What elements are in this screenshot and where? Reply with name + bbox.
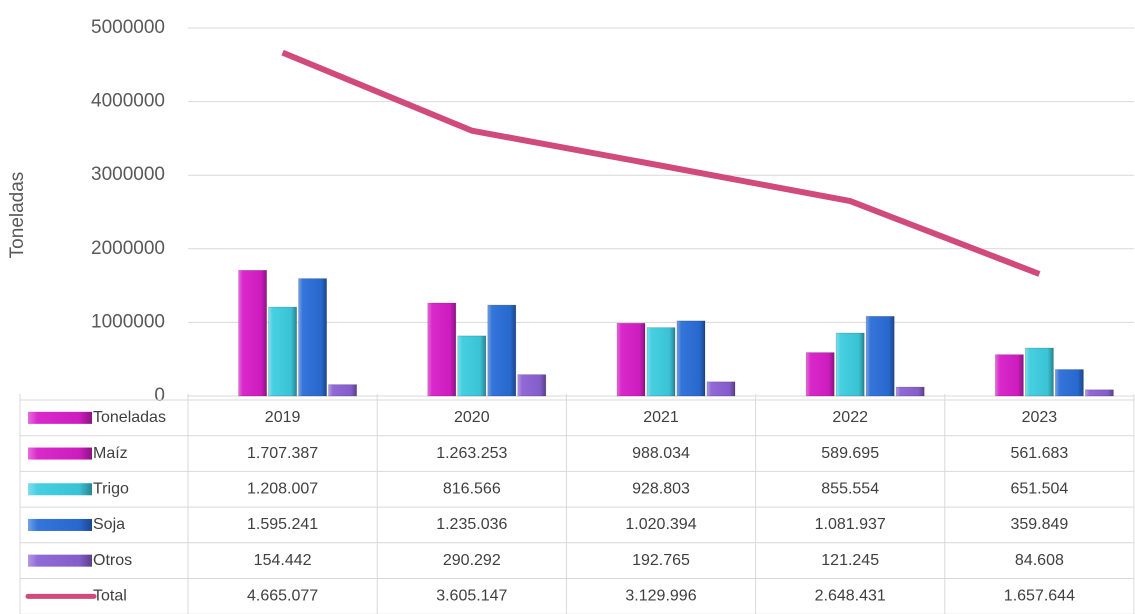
legend-label: Maíz [93, 445, 128, 462]
table-value: 1.707.387 [247, 445, 318, 462]
bar-shade [328, 384, 358, 397]
bar-shade [676, 320, 706, 397]
x-tick-label: 2023 [1022, 409, 1058, 426]
table-value: 192.765 [632, 552, 690, 569]
bar-shade [1085, 389, 1114, 397]
bar-shade [706, 381, 736, 397]
y-tick-label: 0 [154, 385, 165, 406]
bar-shade [298, 278, 328, 397]
x-tick-label: 2019 [265, 409, 301, 426]
bar-shade [517, 374, 547, 397]
x-tick-label: 2021 [643, 409, 679, 426]
bar-shade [268, 306, 298, 397]
table-value: 589.695 [821, 445, 879, 462]
table-value: 1.657.644 [1004, 588, 1075, 605]
table-value: 84.608 [1015, 552, 1064, 569]
bar-shade [487, 304, 517, 397]
table-value: 1.595.241 [247, 516, 318, 533]
y-tick-label: 3000000 [91, 164, 165, 185]
legend-label: Otros [93, 552, 132, 569]
bar-shade [616, 322, 646, 397]
bar-shade [895, 386, 925, 397]
table-value: 3.129.996 [625, 588, 696, 605]
table-value: 359.849 [1010, 516, 1068, 533]
y-tick-label: 2000000 [91, 238, 165, 259]
bar-shade [805, 352, 835, 397]
table-value: 855.554 [821, 480, 879, 497]
bar-shade [1025, 347, 1054, 397]
x-tick-label: 2022 [832, 409, 868, 426]
legend-label: Trigo [93, 480, 129, 497]
table-value: 3.605.147 [436, 588, 507, 605]
y-tick-label: 1000000 [91, 311, 165, 332]
table-value: 4.665.077 [247, 588, 318, 605]
table-value: 121.245 [821, 552, 879, 569]
legend-swatch-shade [28, 447, 92, 460]
table-value: 2.648.431 [815, 588, 886, 605]
bar-shade [427, 302, 457, 397]
table-value: 561.683 [1010, 445, 1068, 462]
y-axis-label: Toneladas [7, 172, 28, 259]
table-value: 928.803 [632, 480, 690, 497]
table-value: 1.235.036 [436, 516, 507, 533]
table-value: 290.292 [443, 552, 501, 569]
table-value: 816.566 [443, 480, 501, 497]
bar-shade [835, 332, 865, 397]
bar-shade [1055, 369, 1084, 397]
y-tick-label: 4000000 [91, 91, 165, 112]
bar-shade [995, 354, 1024, 397]
bar-shade [646, 327, 676, 397]
table-value: 988.034 [632, 445, 690, 462]
bar-shade [457, 335, 487, 397]
legend-swatch-shade [28, 518, 92, 531]
line [281, 49, 1041, 277]
bar-shade [865, 315, 895, 397]
legend-swatch-shade [28, 554, 92, 567]
legend-swatch-shade [28, 483, 92, 496]
table-value: 651.504 [1010, 480, 1068, 497]
table-value: 154.442 [254, 552, 312, 569]
x-tick-label: 2020 [454, 409, 490, 426]
table-value: 1.020.394 [625, 516, 696, 533]
legend-label: Total [93, 588, 127, 605]
bar-shade [238, 269, 268, 397]
y-tick-label: 5000000 [91, 17, 165, 38]
table-value: 1.208.007 [247, 480, 318, 497]
legend-label: Soja [93, 516, 125, 533]
table-header: Toneladas [93, 409, 166, 426]
table-value: 1.263.253 [436, 445, 507, 462]
table-value: 1.081.937 [815, 516, 886, 533]
header-swatch-shade [28, 411, 92, 424]
